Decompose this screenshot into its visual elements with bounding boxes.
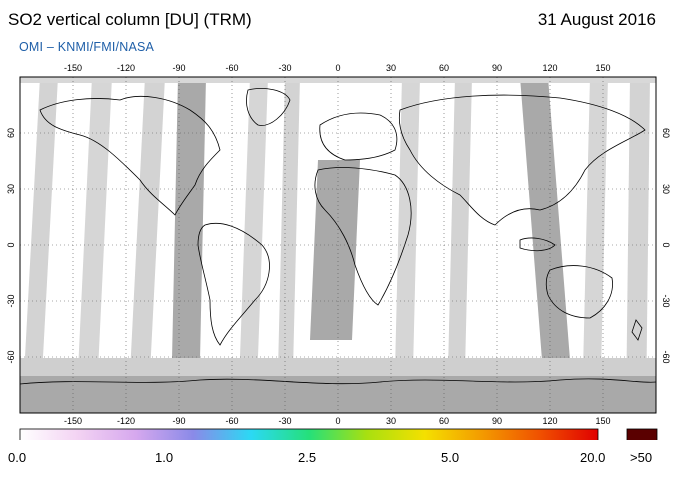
lon-tick-label: 0 — [335, 63, 340, 73]
lat-labels-left: 60 30 0 -30 -60 — [6, 128, 16, 364]
lon-tick-label: -60 — [225, 63, 238, 73]
lon-tick-label: -150 — [64, 416, 82, 426]
orbit-swath — [582, 77, 608, 413]
lon-tick-label: -150 — [64, 63, 82, 73]
lon-tick-label: -30 — [278, 63, 291, 73]
lon-tick-label: 30 — [386, 63, 396, 73]
lon-tick-label: -30 — [278, 416, 291, 426]
lat-tick-label: 30 — [661, 184, 671, 194]
coastlines — [20, 88, 656, 385]
orbit-swath — [128, 77, 165, 413]
lon-tick-label: 150 — [595, 63, 610, 73]
lon-tick-label: 60 — [439, 63, 449, 73]
lat-tick-label: 0 — [6, 242, 16, 247]
arctic-no-data — [20, 77, 656, 83]
orbit-swath — [238, 77, 268, 413]
colorbar-overflow — [626, 428, 658, 440]
lat-tick-label: 30 — [6, 184, 16, 194]
orbit-swath — [172, 77, 206, 360]
lon-tick-label: 120 — [542, 416, 557, 426]
lon-tick-label: -120 — [117, 416, 135, 426]
lon-tick-label: 150 — [595, 416, 610, 426]
lon-tick-label: -120 — [117, 63, 135, 73]
orbit-swath — [394, 77, 420, 413]
lat-tick-label: 60 — [661, 128, 671, 138]
coastline-africa — [314, 167, 412, 306]
coastline-greenland — [246, 88, 291, 126]
colorbar-label: 1.0 — [155, 450, 174, 465]
map-frame — [19, 76, 657, 414]
coastline-australia — [545, 265, 613, 319]
orbit-swath — [520, 77, 570, 360]
credit-line: OMI – KNMI/FMI/NASA — [19, 40, 155, 54]
coastline-south-america — [197, 222, 270, 346]
lat-tick-label: -60 — [661, 350, 671, 363]
colorbar-label: 20.0 — [580, 450, 606, 465]
map-title: SO2 vertical column [DU] (TRM) — [8, 10, 252, 29]
colorbar-label: 0.0 — [8, 450, 27, 465]
orbit-swath — [626, 77, 650, 413]
colorbar-label: 5.0 — [441, 450, 460, 465]
coastline-maritime-se-asia — [519, 237, 556, 252]
orbit-swath — [447, 77, 472, 413]
lon-labels-bottom: -150 -120 -90 -60 -30 0 30 60 90 120 150 — [64, 416, 611, 426]
coastline-antarctica — [20, 378, 656, 385]
colorbar-overflow-label: >50 — [630, 450, 653, 465]
lon-labels-top: -150 -120 -90 -60 -30 0 30 60 90 120 150 — [64, 63, 611, 73]
map-date: 31 August 2016 — [537, 10, 656, 29]
lon-tick-label: -90 — [172, 416, 185, 426]
lat-tick-label: -60 — [6, 350, 16, 363]
coastline-new-zealand — [631, 319, 643, 341]
colorbar-label: 2.5 — [298, 450, 317, 465]
lon-tick-label: 30 — [386, 416, 396, 426]
lon-tick-label: 60 — [439, 416, 449, 426]
lat-tick-label: 60 — [6, 128, 16, 138]
orbit-swath — [310, 160, 360, 340]
colorbar — [19, 428, 599, 440]
orbit-swaths — [20, 77, 656, 413]
lon-tick-label: 0 — [335, 416, 340, 426]
map-figure: -150 -120 -90 -60 -30 0 30 60 90 120 150… — [6, 63, 671, 440]
lon-tick-label: 90 — [492, 63, 502, 73]
orbit-swath — [76, 77, 112, 413]
coastline-asia — [398, 94, 646, 226]
lon-tick-label: 90 — [492, 416, 502, 426]
lon-tick-label: -60 — [225, 416, 238, 426]
graticule — [20, 77, 656, 413]
lat-tick-label: -30 — [6, 294, 16, 307]
lat-tick-label: 0 — [661, 242, 671, 247]
lon-tick-label: -90 — [172, 63, 185, 73]
lat-tick-label: -30 — [661, 294, 671, 307]
coastline-north-america — [39, 95, 221, 216]
lon-tick-label: 120 — [542, 63, 557, 73]
coastline-europe — [319, 112, 398, 161]
lat-labels-right: 60 30 0 -30 -60 — [661, 128, 671, 364]
